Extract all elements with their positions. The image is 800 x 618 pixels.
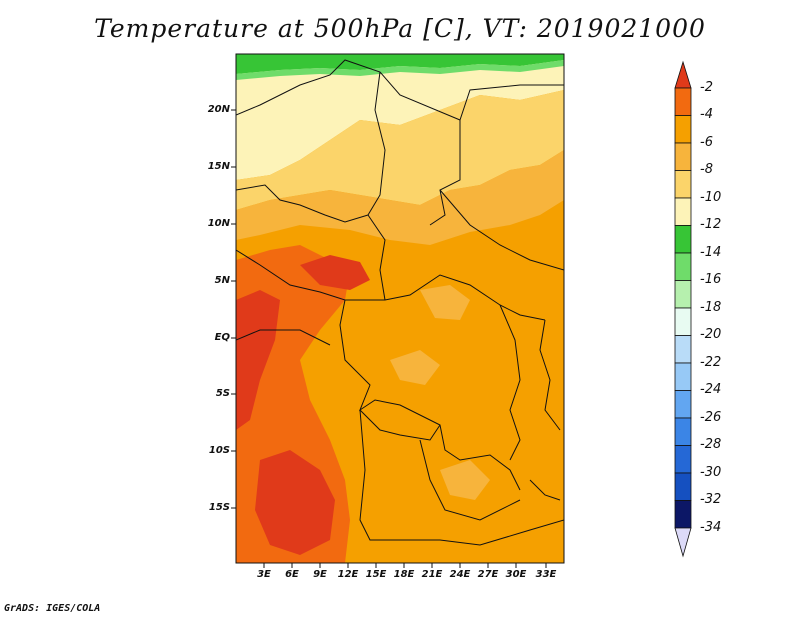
- colorbar-label: -6: [700, 135, 713, 150]
- colorbar-label: -14: [700, 245, 722, 260]
- lon-label: 30E: [505, 569, 527, 580]
- colorbar-swatch: [674, 335, 692, 364]
- colorbar-swatch: [674, 252, 692, 281]
- lon-label: 18E: [393, 569, 415, 580]
- lon-label: 21E: [421, 569, 443, 580]
- colorbar-swatch: [674, 390, 692, 419]
- lon-label: 15E: [365, 569, 387, 580]
- colorbar-label: -10: [700, 190, 722, 205]
- colorbar-swatch: [674, 197, 692, 226]
- colorbar: [674, 60, 692, 558]
- country-borders: [236, 59, 564, 546]
- colorbar-swatch: [674, 445, 692, 474]
- colorbar-label: -18: [700, 300, 722, 315]
- colorbar-top-arrow: [674, 60, 692, 89]
- lat-ticks: [231, 109, 236, 509]
- lat-label: 10N: [207, 218, 230, 229]
- lon-label: 27E: [477, 569, 499, 580]
- colorbar-swatch: [674, 142, 692, 171]
- colorbar-swatch: [674, 280, 692, 309]
- lon-label: 6E: [285, 569, 299, 580]
- temperature-field: [236, 54, 564, 563]
- colorbar-swatch: [674, 417, 692, 446]
- colorbar-label: -2: [700, 80, 713, 95]
- colorbar-swatch: [674, 500, 692, 529]
- colorbar-swatch: [674, 362, 692, 391]
- credit-label: GrADS: IGES/COLA: [4, 603, 101, 614]
- colorbar-label: -24: [700, 382, 722, 397]
- colorbar-label: -34: [700, 520, 722, 535]
- lat-label: 15N: [207, 161, 230, 172]
- lon-label: 24E: [449, 569, 471, 580]
- colorbar-label: -4: [700, 107, 713, 122]
- colorbar-swatch: [674, 307, 692, 336]
- lat-label: 10S: [208, 445, 230, 456]
- colorbar-bottom-arrow: [674, 527, 692, 558]
- lon-label: 12E: [337, 569, 359, 580]
- colorbar-label: -26: [700, 410, 722, 425]
- colorbar-label: -28: [700, 437, 722, 452]
- colorbar-label: -8: [700, 162, 713, 177]
- colorbar-label: -32: [700, 492, 722, 507]
- lon-label: 3E: [257, 569, 271, 580]
- lat-label: 15S: [208, 502, 230, 513]
- lat-label: 5N: [214, 275, 230, 286]
- colorbar-label: -30: [700, 465, 722, 480]
- colorbar-swatch: [674, 170, 692, 199]
- colorbar-swatch: [674, 225, 692, 254]
- colorbar-swatch: [674, 115, 692, 144]
- colorbar-label: -16: [700, 272, 722, 287]
- map-title: Temperature at 500hPa [C], VT: 201902100…: [94, 14, 706, 43]
- lat-label: 5S: [215, 388, 230, 399]
- lon-label: 33E: [535, 569, 557, 580]
- lat-label: 20N: [207, 104, 230, 115]
- colorbar-label: -12: [700, 217, 722, 232]
- colorbar-label: -22: [700, 355, 722, 370]
- colorbar-label: -20: [700, 327, 722, 342]
- colorbar-swatch: [674, 87, 692, 116]
- lon-ticks: [263, 563, 547, 568]
- lon-label: 9E: [313, 569, 327, 580]
- map-frame: [235, 53, 565, 564]
- lat-label: EQ: [214, 332, 230, 343]
- colorbar-swatch: [674, 472, 692, 501]
